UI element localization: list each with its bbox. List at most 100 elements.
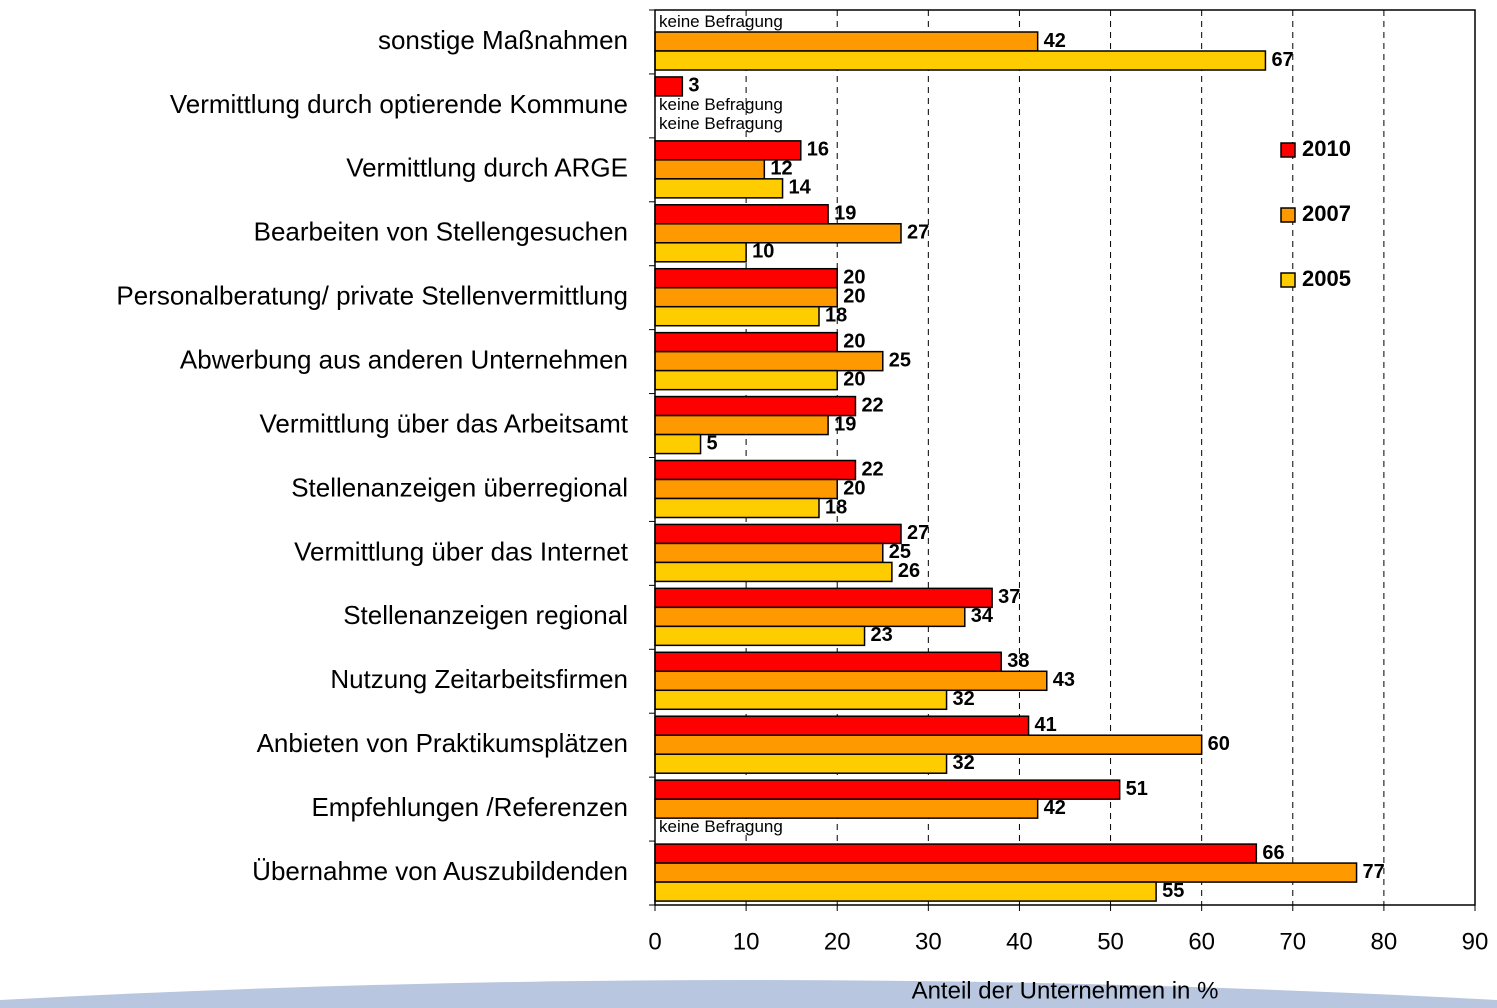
value-label: 14: [789, 177, 812, 199]
bar: [654, 523, 902, 545]
value-label: 38: [1007, 650, 1029, 672]
value-label: keine Befragung: [659, 817, 783, 836]
decor-swoosh: [0, 980, 1497, 1008]
value-label: 20: [843, 368, 865, 390]
value-label: 32: [953, 752, 975, 774]
bar: [654, 159, 766, 180]
legend-label: 2005: [1302, 266, 1351, 291]
value-label: 37: [998, 586, 1020, 608]
bar: [654, 606, 966, 628]
bar: [654, 369, 838, 391]
value-label: 67: [1271, 49, 1293, 71]
value-label: 20: [843, 285, 865, 307]
bar: [654, 178, 784, 199]
bar: [654, 50, 1267, 71]
y-tick-label: Anbieten von Praktikumsplätzen: [257, 728, 628, 758]
bar: [654, 395, 857, 417]
y-tick-label: Vermittlung über das Internet: [294, 536, 629, 566]
bar: [654, 689, 948, 711]
y-tick-label: Vermittlung durch optierende Kommune: [170, 89, 628, 119]
value-label: 3: [688, 75, 699, 97]
value-label: 20: [843, 330, 865, 352]
value-label: 51: [1126, 778, 1148, 800]
value-label: 77: [1363, 861, 1385, 883]
value-label: 66: [1262, 842, 1284, 864]
value-label: 5: [707, 432, 718, 454]
value-label: 19: [834, 413, 856, 435]
value-label: keine Befragung: [659, 12, 783, 31]
bar: [654, 331, 838, 353]
legend-swatch: [1280, 207, 1296, 223]
bar: [654, 459, 857, 481]
y-tick-label: Bearbeiten von Stellengesuchen: [254, 217, 628, 247]
bar: [654, 753, 948, 774]
value-label: 18: [825, 496, 847, 518]
value-label: keine Befragung: [659, 95, 783, 114]
plot-frame: [654, 9, 1476, 906]
x-tick-label: 70: [1279, 928, 1306, 955]
x-tick-label: 40: [1006, 928, 1033, 955]
bar: [654, 76, 684, 97]
bar: [654, 881, 1157, 902]
value-label: 25: [889, 349, 911, 371]
x-tick-label: 0: [648, 928, 661, 955]
bar: [654, 625, 866, 647]
value-label: keine Befragung: [659, 114, 783, 133]
value-label: 60: [1208, 733, 1230, 755]
y-tick-label: Empfehlungen /Referenzen: [311, 792, 628, 822]
bar: [654, 715, 1030, 736]
bar: [654, 286, 838, 308]
y-tick-label: Stellenanzeigen regional: [343, 600, 628, 630]
bar: [654, 670, 1048, 692]
bar: [654, 734, 1203, 755]
x-tick-label: 60: [1188, 928, 1215, 955]
value-label: 34: [971, 605, 994, 627]
y-tick-label: Vermittlung durch ARGE: [346, 153, 628, 183]
value-label: 41: [1035, 714, 1057, 736]
value-label: 32: [953, 688, 975, 710]
x-tick-label: 30: [915, 928, 942, 955]
value-label: 55: [1162, 880, 1184, 902]
value-label: 18: [825, 304, 847, 326]
value-label: 43: [1053, 669, 1075, 691]
y-tick-label: Abwerbung aus anderen Unternehmen: [180, 344, 628, 374]
value-label: 26: [898, 560, 920, 582]
value-label: 20: [843, 477, 865, 499]
bar: [654, 497, 820, 519]
bar: [654, 798, 1039, 819]
bar: [654, 433, 702, 455]
value-label: 10: [752, 241, 774, 263]
legend-swatch: [1280, 272, 1296, 288]
bar: [654, 267, 838, 289]
y-tick-label: sonstige Maßnahmen: [378, 25, 628, 55]
value-label: 22: [861, 458, 883, 480]
bar: [654, 587, 993, 609]
value-label: 27: [907, 522, 929, 544]
value-label: 16: [807, 139, 829, 161]
bar: [654, 651, 1002, 673]
value-label: 20: [843, 266, 865, 288]
y-tick-label: Personalberatung/ private Stellenvermitt…: [116, 281, 628, 311]
bar: [654, 843, 1258, 864]
bar: [654, 242, 747, 263]
bar: [654, 561, 893, 583]
value-label: 42: [1044, 797, 1066, 819]
bar: [654, 305, 820, 327]
x-tick-label: 90: [1462, 928, 1489, 955]
bar: [654, 414, 829, 436]
legend-label: 2010: [1302, 136, 1351, 161]
bar: [654, 31, 1039, 52]
x-tick-label: 10: [733, 928, 760, 955]
y-tick-label: Stellenanzeigen überregional: [291, 472, 628, 502]
bar: [654, 223, 902, 244]
legend-swatch: [1280, 142, 1296, 158]
value-label: 25: [889, 541, 911, 563]
bar: [654, 862, 1358, 883]
value-label: 27: [907, 222, 929, 244]
bar: [654, 478, 838, 500]
y-tick-label: Übernahme von Auszubildenden: [252, 856, 628, 886]
value-label: 19: [834, 203, 856, 225]
value-label: 42: [1044, 30, 1066, 52]
x-axis-label: Anteil der Unternehmen in %: [912, 977, 1219, 1004]
